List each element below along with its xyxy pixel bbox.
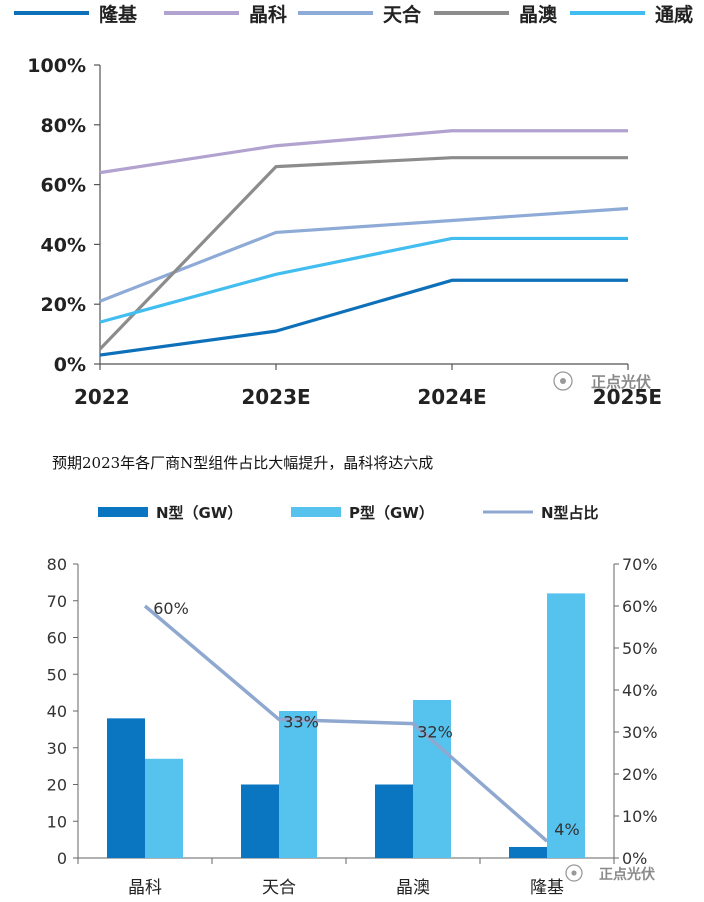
left-y-tick-label: 60 (47, 629, 67, 648)
x-tick-label: 晶科 (128, 878, 162, 898)
right-y-tick-label: 70% (622, 555, 658, 574)
right-y-tick-label: 40% (622, 681, 658, 700)
ratio-data-label: 4% (554, 820, 579, 839)
legend-label-n: N型（GW） (156, 504, 242, 522)
x-tick-label: 2023E (241, 385, 310, 409)
right-y-tick-label: 30% (622, 723, 658, 742)
chart-caption: 预期2023年各厂商N型组件占比大幅提升，晶科将达六成 (52, 454, 434, 472)
x-tick-label: 隆基 (530, 878, 564, 898)
bar-chart-bars (107, 593, 585, 858)
series-line-1 (99, 129, 628, 175)
watermark-logo-dot (571, 870, 577, 876)
bar-n-type (241, 784, 279, 858)
right-y-tick-label: 0% (622, 849, 647, 868)
series-line-0 (99, 278, 628, 357)
legend-label-1: 晶科 (249, 3, 287, 26)
bar-p-type (279, 711, 317, 858)
right-y-tick-label: 20% (622, 765, 658, 784)
line-chart-n-type-share: 隆基 晶科 天合 晶澳 通威 0% 20% 40% 60% 80% 100% 2022 2023E 20… (14, 3, 693, 409)
series-line-2 (99, 206, 629, 303)
right-y-tick-label: 60% (622, 597, 658, 616)
legend-label-p: P型（GW） (349, 504, 434, 522)
bar-p-type (547, 593, 585, 858)
legend-label-ratio: N型占比 (541, 504, 599, 522)
watermark-logo-dot (560, 378, 566, 384)
legend-label-0: 隆基 (99, 3, 138, 26)
legend-label-4: 通威 (655, 3, 693, 26)
x-tick-label: 晶澳 (396, 878, 430, 898)
line-chart-axes: 0% 20% 40% 60% 80% 100% 2022 2023E 2024E 2025E (27, 55, 662, 409)
watermark-top: 正点光伏 (553, 371, 651, 391)
bar-chart-ratio-line: 60% 33% 32% 4% (143, 599, 580, 843)
series-line-4 (99, 236, 628, 324)
ratio-data-label: 32% (417, 723, 453, 742)
watermark-logo-icon (565, 864, 583, 882)
line-chart-series (98, 129, 629, 357)
legend-swatch-p (291, 507, 341, 517)
legend-swatch-n (98, 507, 148, 517)
bar-p-type (145, 758, 183, 858)
left-y-tick-label: 10 (47, 812, 67, 831)
ratio-data-label: 33% (283, 712, 319, 731)
y-tick-label: 40% (41, 234, 86, 256)
line-chart-legend: 隆基 晶科 天合 晶澳 通威 (14, 3, 693, 26)
y-tick-label: 20% (41, 294, 86, 316)
bar-n-type (509, 846, 547, 858)
x-tick-label: 2024E (417, 385, 486, 409)
y-tick-label: 60% (41, 175, 86, 197)
x-tick-label: 天合 (262, 878, 296, 898)
y-tick-label: 80% (41, 115, 86, 137)
series-line-3 (98, 156, 628, 351)
watermark-bottom: 正点光伏 (565, 864, 655, 883)
bar-n-type (375, 784, 413, 858)
left-y-tick-label: 70 (47, 592, 67, 611)
watermark-text: 正点光伏 (599, 866, 655, 883)
bar-chart-axes: 0 10 20 30 40 50 60 70 80 0% 10% 20% 30% 40% 50% 60% 70%… (47, 555, 658, 898)
legend-label-2: 天合 (383, 3, 422, 26)
left-y-tick-label: 40 (47, 702, 67, 721)
bar-chart-capacity: N型（GW） P型（GW） N型占比 0 10 20 30 40 50 60 70 80 0% 10% 2… (47, 504, 658, 898)
left-y-tick-label: 20 (47, 776, 67, 795)
left-y-tick-label: 80 (47, 555, 67, 574)
bar-chart-legend: N型（GW） P型（GW） N型占比 (98, 504, 599, 522)
left-y-tick-label: 30 (47, 739, 67, 758)
watermark-logo-icon (553, 371, 573, 391)
ratio-data-label: 60% (153, 599, 189, 618)
y-tick-label: 100% (27, 55, 86, 77)
bar-n-type (107, 718, 145, 858)
watermark-text: 正点光伏 (591, 373, 651, 391)
x-tick-label: 2022 (74, 385, 130, 409)
left-y-tick-label: 0 (57, 849, 67, 868)
y-tick-label: 0% (54, 354, 86, 376)
legend-label-3: 晶澳 (519, 3, 558, 26)
right-y-tick-label: 50% (622, 639, 658, 658)
left-y-tick-label: 50 (47, 665, 67, 684)
x-tick-label: 2025E (593, 385, 662, 409)
bar-p-type (413, 699, 451, 858)
right-y-tick-label: 10% (622, 807, 658, 826)
ratio-line (143, 604, 549, 843)
